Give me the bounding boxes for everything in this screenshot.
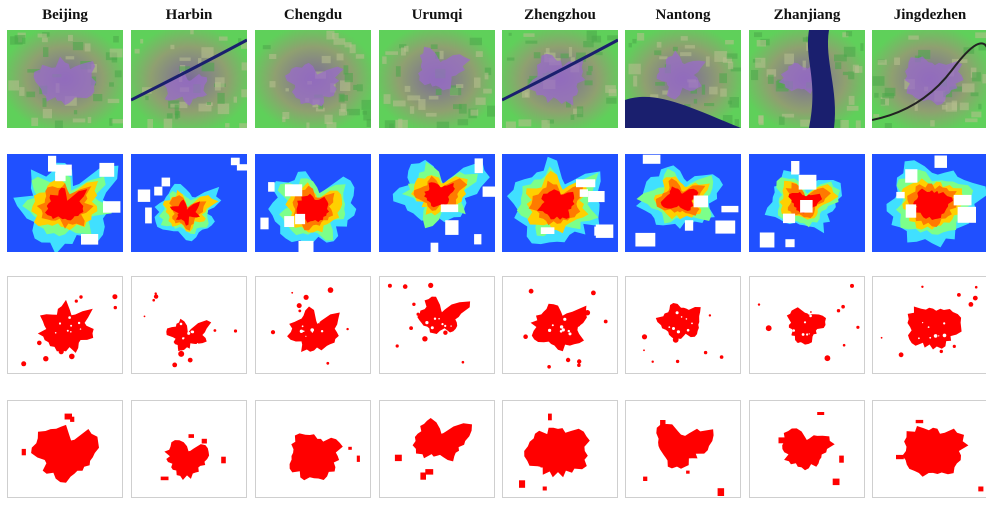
- satellite-image: [625, 30, 741, 128]
- city-title: Jingdezhen: [893, 7, 967, 23]
- satellite-image: [379, 30, 495, 128]
- extraction-binary-fine: [872, 276, 986, 374]
- density-heatmap: [625, 154, 741, 252]
- density-heatmap: [502, 154, 618, 252]
- extraction-binary-coarse: [625, 400, 741, 498]
- density-heatmap: [872, 154, 986, 252]
- city-title: Zhanjiang: [773, 7, 841, 23]
- satellite-image: [749, 30, 865, 128]
- city-title: Chengdu: [283, 7, 343, 23]
- satellite-image: [255, 30, 371, 128]
- extraction-binary-coarse: [872, 400, 986, 498]
- extraction-binary-fine: [749, 276, 865, 374]
- density-heatmap: [379, 154, 495, 252]
- city-title: Zhengzhou: [524, 7, 596, 23]
- extraction-binary-fine: [502, 276, 618, 374]
- satellite-image: [872, 30, 986, 128]
- extraction-binary-coarse: [131, 400, 247, 498]
- city-title: Nantong: [655, 7, 711, 23]
- city-title: Beijing: [42, 7, 88, 23]
- density-heatmap: [255, 154, 371, 252]
- extraction-binary-fine: [379, 276, 495, 374]
- satellite-image: [7, 30, 123, 128]
- extraction-binary-coarse: [379, 400, 495, 498]
- extraction-binary-coarse: [7, 400, 123, 498]
- satellite-image: [502, 30, 618, 128]
- city-title: Harbin: [165, 7, 213, 23]
- extraction-binary-coarse: [749, 400, 865, 498]
- density-heatmap: [131, 154, 247, 252]
- extraction-binary-fine: [7, 276, 123, 374]
- extraction-binary-coarse: [502, 400, 618, 498]
- density-heatmap: [7, 154, 123, 252]
- extraction-binary-fine: [131, 276, 247, 374]
- city-title: Urumqi: [411, 7, 463, 23]
- extraction-binary-fine: [625, 276, 741, 374]
- extraction-binary-coarse: [255, 400, 371, 498]
- density-heatmap: [749, 154, 865, 252]
- extraction-binary-fine: [255, 276, 371, 374]
- satellite-image: [131, 30, 247, 128]
